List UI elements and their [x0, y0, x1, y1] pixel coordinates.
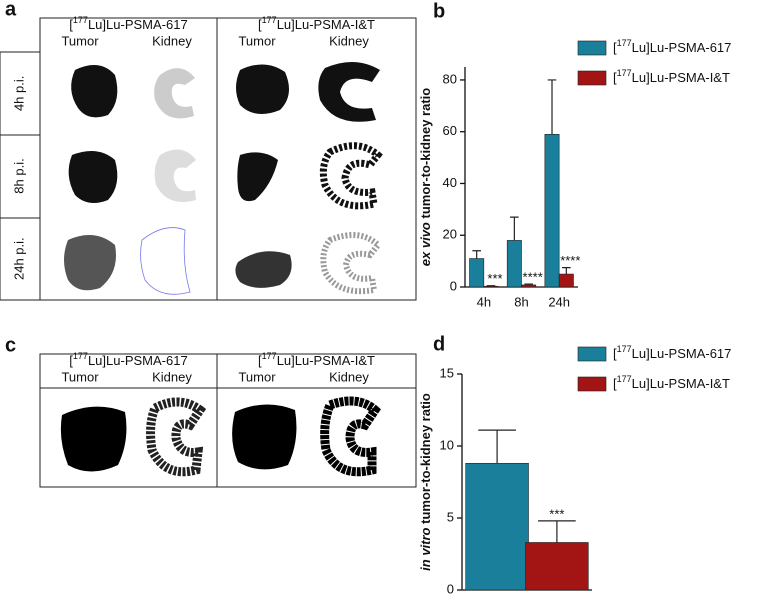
tumor-image [71, 65, 118, 118]
y-tick-label: 0 [450, 278, 457, 293]
kidney-image [320, 232, 383, 295]
error-bar [562, 266, 571, 275]
bar [525, 542, 589, 591]
legend-label: [177Lu]Lu-PSMA-I&T [613, 68, 730, 85]
image-grid-c [39, 353, 417, 488]
y-tick-label: 40 [443, 175, 457, 190]
y-axis-label: ex vivo tumor-to-kidney ratio [418, 88, 433, 266]
image-grid-a [0, 17, 417, 301]
y-tick-label: 10 [440, 437, 454, 452]
y-tick-label: 20 [443, 227, 457, 242]
tumor-image [235, 251, 292, 288]
legend-label: [177Lu]Lu-PSMA-617 [613, 344, 731, 361]
x-tick-label: 24h [548, 294, 570, 309]
y-axis-label: in vitro tumor-to-kidney ratio [418, 393, 433, 571]
kidney-image [146, 397, 207, 477]
significance: **** [560, 253, 580, 268]
panel-label: a [5, 0, 17, 20]
bar [558, 273, 574, 288]
bar [544, 133, 560, 288]
legend-swatch [577, 70, 607, 86]
significance: *** [487, 271, 502, 286]
tumor-image [232, 404, 297, 470]
group-header: [177Lu]Lu-PSMA-I&T [258, 15, 375, 32]
significance: **** [523, 270, 543, 285]
column-header: Tumor [61, 33, 99, 48]
legend-swatch [577, 376, 607, 392]
kidney-image [154, 68, 195, 119]
y-tick-label: 15 [440, 365, 454, 380]
error-bar [547, 79, 557, 135]
bar [483, 285, 499, 288]
column-header: Kidney [152, 369, 192, 384]
y-tick-label: 60 [443, 123, 457, 138]
panel-label: b [433, 0, 445, 22]
column-header: Tumor [238, 369, 276, 384]
significance: *** [549, 506, 564, 521]
kidney-image [319, 142, 383, 210]
column-header: Kidney [152, 33, 192, 48]
error-bar [486, 285, 496, 287]
error-bar [524, 283, 533, 285]
legend-label: [177Lu]Lu-PSMA-I&T [613, 374, 730, 391]
legend-swatch [577, 40, 607, 56]
tumor-image [60, 406, 127, 472]
tumor-image [64, 235, 116, 291]
panel-label: d [433, 333, 445, 355]
kidney-image [318, 61, 380, 122]
frame [0, 51, 41, 301]
row-label: 4h p.i. [11, 76, 26, 111]
error-bar [472, 250, 481, 259]
x-tick-label: 8h [514, 294, 528, 309]
kidney-outline [140, 227, 191, 295]
x-tick-label: 4h [477, 294, 491, 309]
panel-label: c [5, 334, 16, 356]
error-bar [478, 429, 516, 464]
group-header: [177Lu]Lu-PSMA-617 [69, 351, 187, 368]
y-tick-label: 0 [447, 581, 454, 596]
y-tick-label: 5 [447, 509, 454, 524]
bar [465, 462, 529, 591]
tumor-image [237, 152, 278, 202]
error-bar [510, 216, 519, 241]
bar [521, 284, 537, 288]
column-header: Kidney [329, 369, 369, 384]
legend-label: [177Lu]Lu-PSMA-617 [613, 38, 731, 55]
kidney-image [154, 149, 196, 203]
column-header: Kidney [329, 33, 369, 48]
legend-swatch [577, 346, 607, 362]
row-label: 24h p.i. [11, 237, 26, 280]
error-bar [538, 520, 576, 543]
tumor-image [236, 64, 289, 114]
y-tick-label: 80 [443, 71, 457, 86]
frame [39, 353, 417, 488]
row-label: 8h p.i. [11, 158, 26, 193]
column-header: Tumor [238, 33, 276, 48]
bar [506, 240, 522, 288]
bar [469, 258, 485, 288]
group-header: [177Lu]Lu-PSMA-617 [69, 15, 187, 32]
kidney-image [320, 396, 381, 477]
column-header: Tumor [61, 369, 99, 384]
group-header: [177Lu]Lu-PSMA-I&T [258, 351, 375, 368]
tumor-image [68, 151, 118, 204]
